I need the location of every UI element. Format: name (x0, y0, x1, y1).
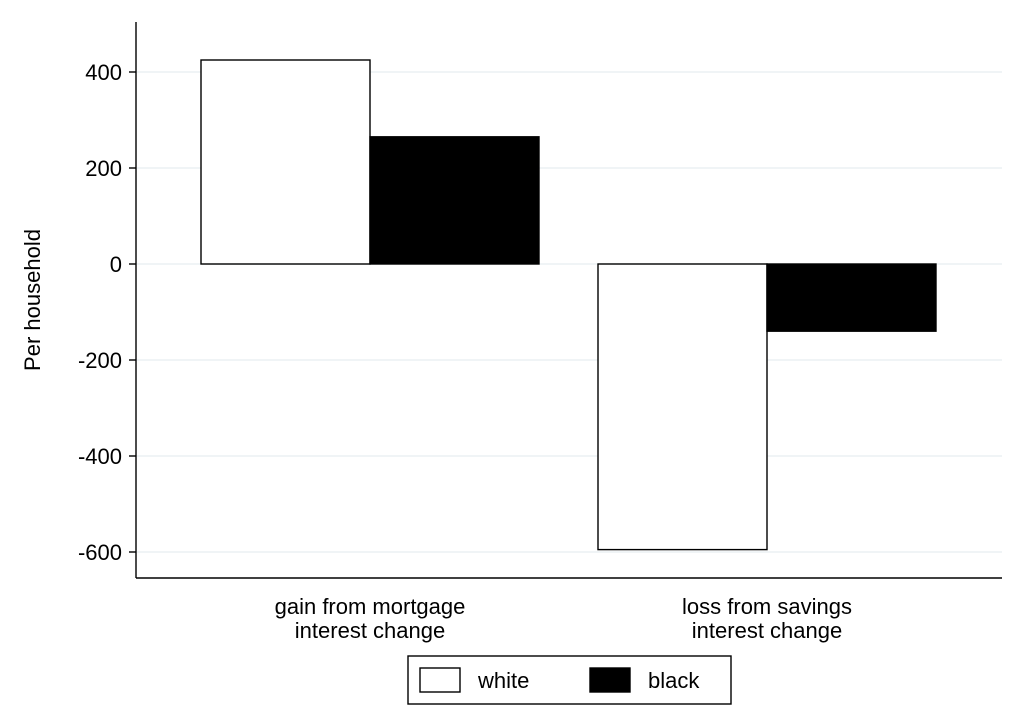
bar-white-1 (200, 59, 371, 265)
bars (200, 59, 937, 551)
y-axis-title: Per household (20, 229, 45, 371)
bar-black-2 (766, 263, 937, 332)
x-category-label: interest change (295, 618, 445, 643)
legend-swatch-white (419, 667, 461, 693)
legend-label-black: black (648, 668, 700, 693)
x-category-label: gain from mortgage (275, 594, 466, 619)
legend-box (407, 655, 732, 705)
y-tick-label: 0 (110, 252, 122, 277)
y-tick-label: -400 (78, 444, 122, 469)
y-tick-label: 200 (85, 156, 122, 181)
bar-white-2 (597, 263, 768, 551)
y-tick-label: -600 (78, 540, 122, 565)
x-category-label: loss from savings (682, 594, 852, 619)
y-ticks: 400 200 0 -200 -400 -600 (78, 60, 136, 565)
axes (135, 22, 1002, 579)
y-tick-label: -200 (78, 348, 122, 373)
bar-black-1 (369, 136, 540, 265)
y-tick-label: 400 (85, 60, 122, 85)
legend: white black (407, 655, 732, 705)
legend-label-white: white (477, 668, 529, 693)
legend-swatch-black (589, 667, 631, 693)
x-category-label: interest change (692, 618, 842, 643)
